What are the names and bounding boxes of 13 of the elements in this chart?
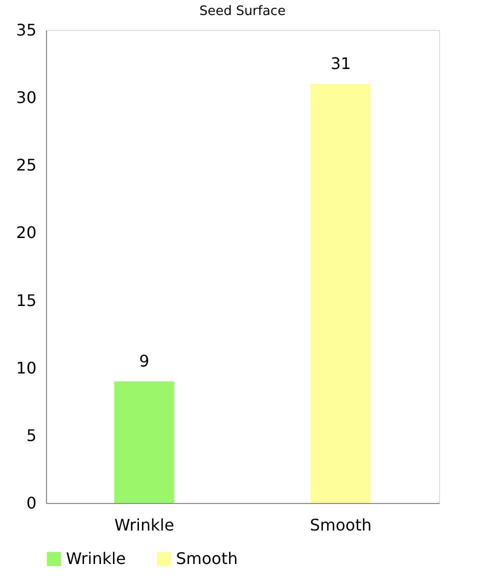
y-tick-label: 0 — [26, 494, 36, 512]
y-tick-label: 15 — [16, 290, 36, 310]
y-tick-label: 35 — [16, 20, 36, 40]
y-tick-label: 5 — [26, 426, 36, 445]
data-label: 9 — [139, 351, 150, 370]
y-tick-label: 20 — [16, 223, 36, 242]
legend-label: Smooth — [176, 549, 238, 568]
data-label: 31 — [330, 54, 351, 74]
chart-title: Seed Surface — [199, 4, 286, 19]
y-tick-label: 25 — [16, 156, 36, 175]
legend-label: Wrinkle — [66, 549, 126, 568]
y-tick-label: 30 — [16, 88, 36, 108]
y-tick-label: 10 — [16, 358, 36, 378]
